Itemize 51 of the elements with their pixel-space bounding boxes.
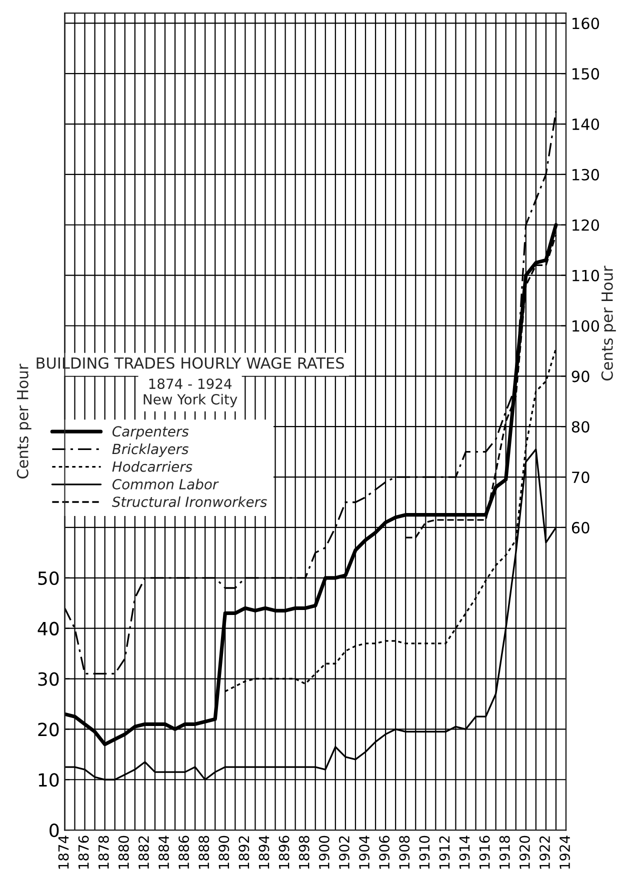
y-tick-label: 30: [38, 672, 59, 686]
y2-tick-label: 110: [572, 270, 600, 282]
x-tick-label: 1884: [158, 836, 170, 869]
y2-tick-label: 140: [572, 118, 600, 130]
y2-tick-label: 70: [572, 472, 590, 484]
x-tick-label: 1918: [499, 836, 510, 869]
x-tick-label: 1892: [238, 836, 250, 869]
x-tick-label: 1874: [58, 836, 69, 869]
y2-tick-label: 160: [572, 18, 600, 30]
x-tick-label: 1922: [539, 836, 550, 869]
x-tick-label: 1910: [419, 836, 430, 869]
x-tick-label: 1908: [399, 836, 410, 869]
x-tick-label: 1916: [479, 836, 490, 869]
legend-label: Carpenters: [112, 426, 189, 440]
x-tick-label: 1924: [560, 836, 570, 869]
x-tick-label: 1890: [218, 836, 230, 869]
y2-tick-label: 90: [572, 370, 590, 382]
x-tick-label: 1896: [278, 836, 290, 869]
y-axis-title: Cents per Hour: [16, 364, 32, 478]
legend-label: Common Labor: [112, 478, 219, 490]
y2-tick-label: 60: [572, 522, 590, 534]
x-tick-label: 1902: [338, 836, 350, 869]
legend-label: Structural Ironworkers: [112, 496, 267, 508]
y-tick-label: 0: [50, 824, 59, 838]
legend-label: Hodcarriers: [112, 461, 192, 472]
y2-axis-title: Cents per Hour: [601, 266, 616, 380]
y2-tick-label: 100: [572, 320, 600, 332]
y2-tick-label: 120: [572, 219, 600, 231]
x-tick-label: 1898: [298, 836, 310, 869]
x-tick-label: 1878: [98, 836, 109, 869]
x-tick-label: 1912: [439, 836, 450, 869]
text: 1874 - 1924 New York City: [144, 378, 238, 408]
x-tick-label: 1888: [198, 836, 210, 869]
y-tick-label: 40: [38, 622, 59, 636]
x-tick-label: 1920: [519, 836, 530, 869]
x-tick-label: 1904: [359, 836, 370, 869]
y-tick-label: 10: [38, 773, 59, 787]
legend-label: Bricklayers: [112, 444, 188, 457]
x-tick-label: 1900: [318, 836, 330, 869]
x-tick-label: 1906: [379, 836, 390, 869]
x-tick-label: 1876: [78, 836, 89, 869]
y2-tick-label: 130: [572, 168, 600, 180]
x-tick-label: 1880: [118, 836, 129, 869]
x-tick-label: 1894: [258, 836, 270, 869]
y2-tick-label: 150: [572, 68, 600, 80]
y-tick-label: 20: [38, 722, 59, 736]
y2-tick-label: 80: [572, 421, 590, 433]
x-tick-label: 1886: [178, 836, 190, 869]
x-tick-label: 1914: [459, 836, 470, 869]
y-tick-label: 50: [38, 571, 59, 586]
x-tick-label: 1882: [138, 836, 149, 869]
